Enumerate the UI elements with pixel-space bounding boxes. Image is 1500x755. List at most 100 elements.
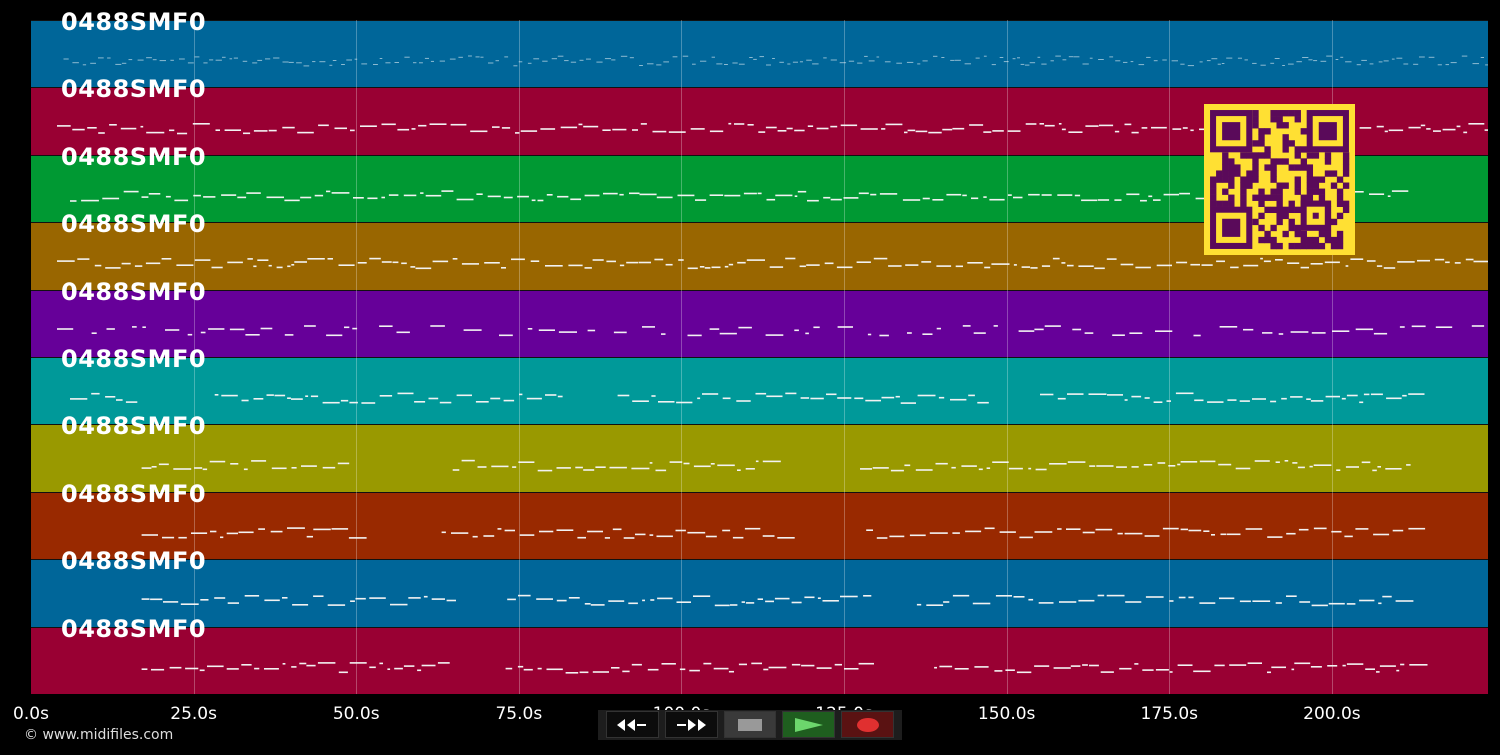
note-mark — [639, 65, 643, 66]
note-mark — [1201, 264, 1213, 266]
note-mark — [749, 57, 753, 58]
note-mark — [403, 194, 417, 197]
note-mark — [719, 332, 737, 335]
note-mark — [787, 63, 791, 65]
note-mark — [518, 594, 531, 597]
play-button[interactable] — [782, 711, 836, 738]
note-mark — [1199, 128, 1206, 131]
note-mark — [490, 397, 501, 400]
note-mark — [917, 394, 936, 397]
note-mark — [437, 662, 450, 664]
note-mark — [1074, 194, 1081, 197]
note-mark — [1124, 532, 1143, 535]
record-button[interactable] — [841, 711, 894, 738]
x-tick-label: 75.0s — [495, 704, 543, 724]
rewind-button[interactable] — [606, 711, 659, 738]
note-mark — [657, 597, 673, 600]
note-mark — [169, 666, 182, 669]
note-mark — [619, 193, 624, 196]
note-mark — [1344, 535, 1353, 538]
note-mark — [1206, 60, 1211, 62]
note-mark — [274, 394, 286, 397]
note-mark — [895, 395, 900, 398]
fast-forward-button[interactable] — [664, 711, 718, 738]
note-mark — [579, 59, 584, 61]
note-mark — [700, 60, 707, 62]
note-mark — [1345, 61, 1352, 63]
note-mark — [769, 266, 784, 268]
note-mark — [556, 529, 574, 531]
note-mark — [1336, 469, 1341, 471]
note-mark — [70, 398, 88, 400]
note-mark — [169, 129, 175, 132]
note-mark — [1395, 600, 1414, 602]
note-mark — [519, 534, 535, 536]
note-mark — [619, 264, 625, 267]
note-mark — [1146, 56, 1151, 58]
note-mark — [728, 670, 734, 673]
note-mark — [584, 194, 600, 197]
note-mark — [1041, 63, 1047, 65]
note-mark — [1340, 56, 1344, 58]
note-mark — [1013, 596, 1025, 598]
note-mark — [1408, 126, 1421, 129]
note-mark — [394, 667, 403, 670]
note-mark — [300, 196, 312, 199]
note-mark — [1153, 199, 1161, 201]
note-mark — [1155, 330, 1173, 332]
note-mark — [1373, 533, 1390, 536]
copyright-text: © www.midifiles.com — [24, 727, 174, 743]
note-mark — [317, 662, 336, 664]
note-mark — [1313, 60, 1318, 62]
note-mark — [1131, 395, 1142, 398]
note-mark — [631, 467, 650, 470]
note-mark — [1126, 193, 1140, 196]
note-mark — [1123, 61, 1128, 63]
qr-code[interactable] — [1204, 104, 1355, 255]
note-mark — [765, 334, 784, 336]
note-mark — [655, 469, 667, 472]
note-mark — [946, 193, 962, 196]
note-mark — [1366, 260, 1376, 262]
note-mark — [1037, 56, 1041, 58]
note-mark — [538, 329, 555, 331]
note-mark — [202, 468, 208, 471]
note-mark — [651, 395, 656, 397]
note-mark — [257, 259, 269, 261]
note-mark — [357, 262, 367, 264]
note-mark — [967, 262, 983, 264]
note-mark — [1141, 127, 1148, 129]
note-mark — [57, 125, 71, 127]
note-mark — [690, 128, 705, 130]
note-mark — [1017, 57, 1020, 59]
note-mark — [304, 325, 316, 327]
note-mark — [515, 132, 520, 134]
note-mark — [687, 267, 698, 270]
note-mark — [663, 61, 669, 63]
note-mark — [1378, 61, 1383, 63]
note-mark — [1370, 393, 1383, 396]
note-mark — [1096, 465, 1114, 467]
note-mark — [590, 604, 605, 606]
stop-button[interactable] — [723, 711, 777, 738]
note-mark — [226, 532, 238, 535]
note-mark — [656, 535, 673, 538]
note-mark — [1151, 126, 1167, 129]
note-mark — [207, 665, 224, 668]
note-mark — [954, 668, 969, 670]
note-mark — [517, 195, 529, 198]
note-mark — [287, 265, 291, 268]
note-mark — [417, 669, 422, 672]
note-mark — [501, 267, 506, 269]
note-mark — [1013, 196, 1023, 199]
note-mark — [711, 266, 721, 269]
note-mark — [792, 61, 798, 63]
note-mark — [237, 196, 247, 199]
note-mark — [291, 264, 295, 266]
note-mark — [890, 469, 904, 472]
note-mark — [983, 131, 992, 133]
note-mark — [916, 603, 922, 606]
note-mark — [526, 397, 542, 400]
note-mark — [1417, 259, 1430, 262]
note-mark — [121, 262, 131, 265]
